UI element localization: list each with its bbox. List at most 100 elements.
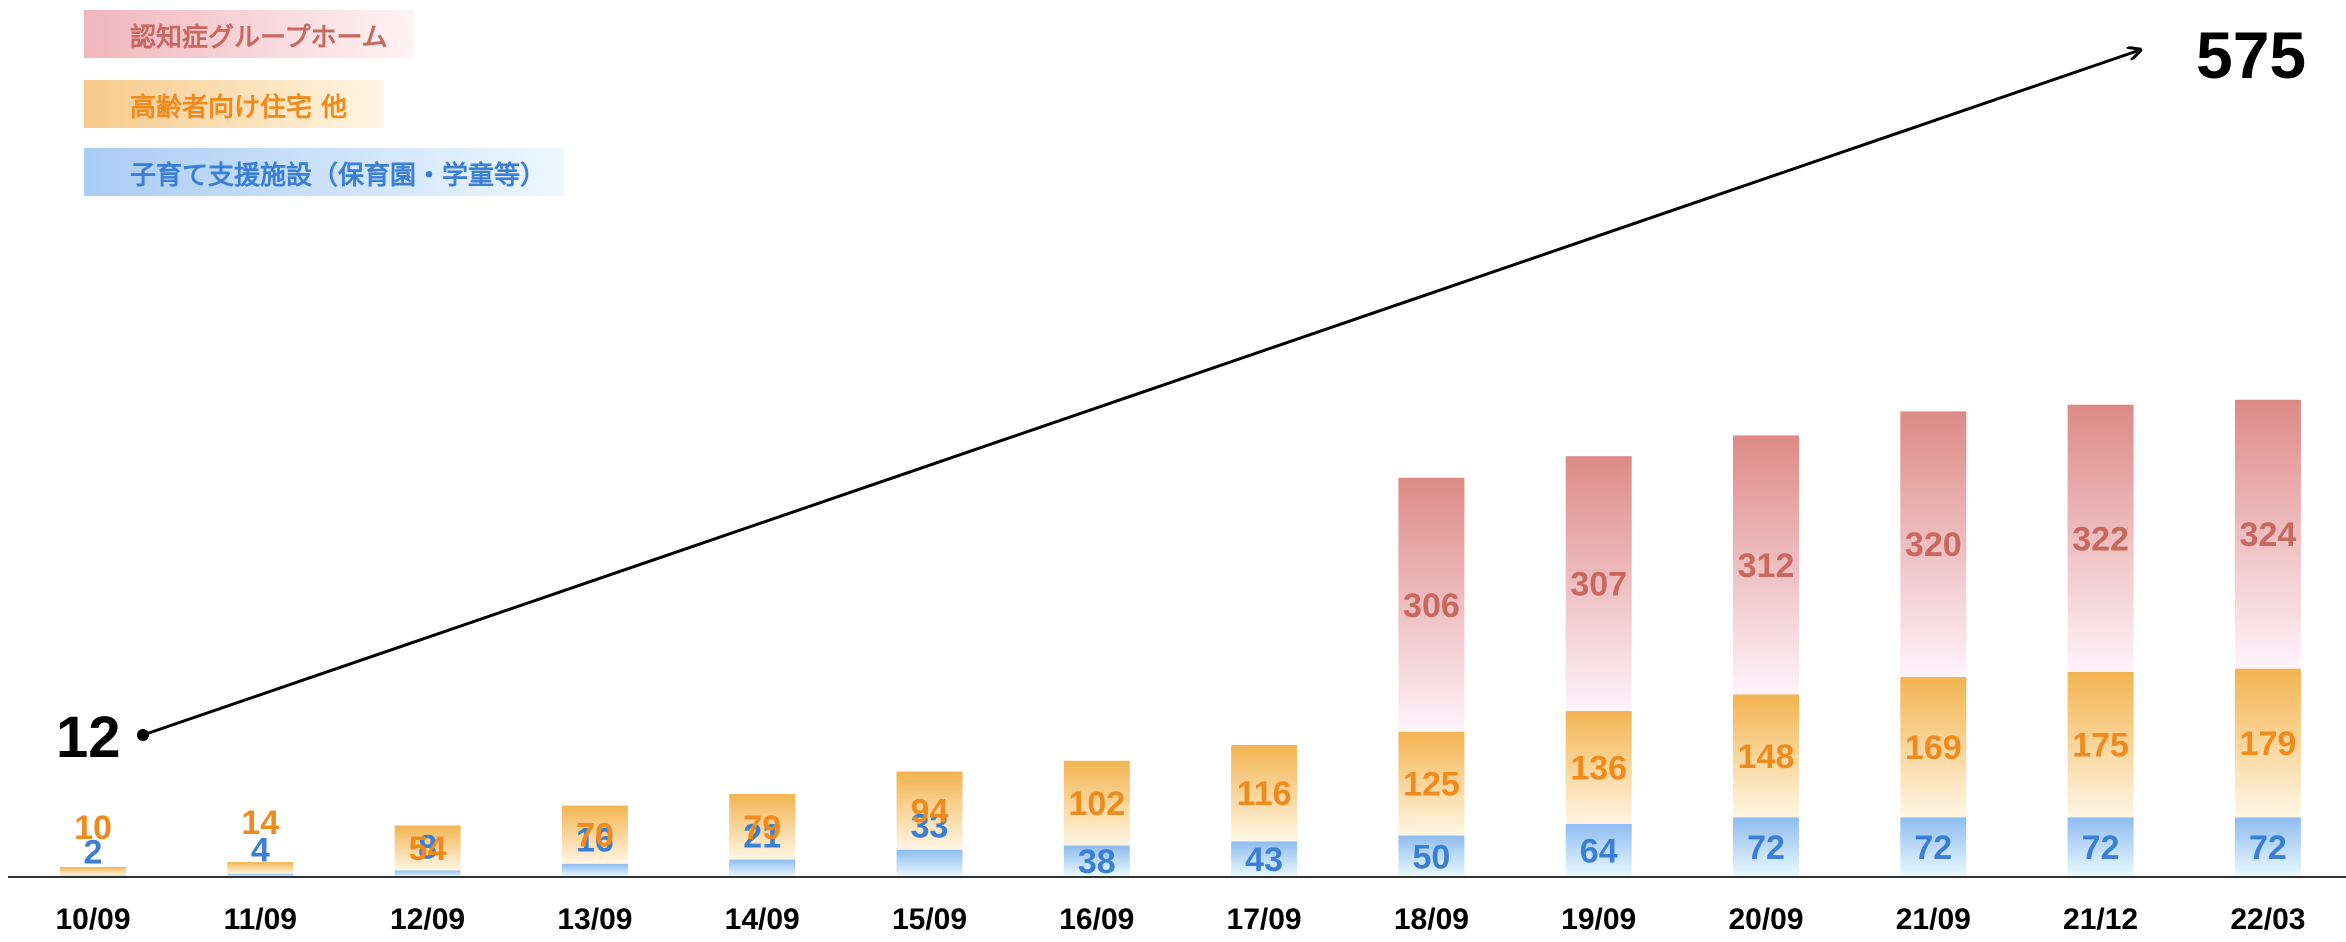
bar-dementia bbox=[2067, 404, 2134, 672]
data-label-childcare: 21 bbox=[743, 818, 781, 856]
bar-childcare bbox=[1398, 835, 1465, 877]
legend-swatch-childcare bbox=[84, 148, 564, 196]
bar-elderly bbox=[60, 867, 126, 876]
data-label-dementia: 306 bbox=[1403, 587, 1460, 625]
bar-childcare bbox=[1733, 817, 1799, 877]
legend-swatch-elderly bbox=[84, 80, 384, 128]
data-label-elderly: 175 bbox=[2072, 727, 2129, 765]
legend-label-elderly: 高齢者向け住宅 他 bbox=[130, 92, 347, 123]
bar-elderly bbox=[729, 794, 796, 860]
legend-item-dementia-group-home: 認知症グループホーム bbox=[84, 10, 414, 58]
data-label-childcare: 72 bbox=[1747, 829, 1785, 867]
bar-childcare bbox=[2234, 817, 2301, 877]
data-label-elderly: 54 bbox=[409, 830, 447, 868]
bar-elderly bbox=[1398, 731, 1465, 836]
x-tick-label: 19/09 bbox=[1561, 903, 1636, 936]
bar-dementia bbox=[1565, 456, 1632, 711]
x-tick-label: 16/09 bbox=[1059, 903, 1134, 936]
x-tick-label: 13/09 bbox=[557, 903, 632, 936]
legend: 認知症グループホーム 高齢者向け住宅 他 子育て支援施設（保育園・学童等） bbox=[84, 10, 564, 196]
trend-arrow bbox=[142, 50, 2140, 737]
data-label-dementia: 307 bbox=[1570, 566, 1627, 604]
data-label-elderly: 10 bbox=[74, 809, 112, 847]
legend-item-childcare: 子育て支援施設（保育園・学童等） bbox=[84, 148, 564, 196]
data-label-elderly: 116 bbox=[1237, 775, 1292, 813]
data-label-childcare: 43 bbox=[1245, 841, 1283, 879]
trend-annotation: 12 575 bbox=[56, 18, 2306, 770]
data-label-elderly: 136 bbox=[1570, 749, 1627, 787]
x-tick-label: 22/03 bbox=[2230, 903, 2305, 936]
bar-elderly bbox=[227, 862, 294, 874]
bar-dementia bbox=[1398, 477, 1465, 732]
data-label-elderly: 169 bbox=[1905, 729, 1962, 767]
x-tick-label: 14/09 bbox=[725, 903, 800, 936]
x-axis-ticks: 10/09 11/09 12/09 13/09 14/09 15/09 16/09 17/09… bbox=[55, 903, 2305, 936]
x-tick-label: 21/12 bbox=[2063, 903, 2138, 936]
bar-childcare bbox=[394, 870, 461, 877]
bar-elderly bbox=[896, 771, 963, 850]
x-tick-label: 21/09 bbox=[1896, 903, 1971, 936]
bars-layer bbox=[60, 399, 2301, 877]
bar-elderly bbox=[2067, 671, 2134, 818]
bar-childcare bbox=[896, 849, 963, 877]
data-label-elderly: 102 bbox=[1068, 785, 1125, 823]
bar-dementia bbox=[1900, 411, 1967, 677]
data-label-elderly: 179 bbox=[2240, 725, 2297, 763]
bar-childcare bbox=[561, 863, 628, 877]
x-tick-label: 11/09 bbox=[224, 903, 297, 936]
data-label-dementia: 320 bbox=[1905, 526, 1962, 564]
bar-elderly bbox=[2234, 668, 2301, 818]
bar-elderly bbox=[1231, 745, 1298, 842]
data-label-childcare: 16 bbox=[576, 822, 614, 860]
x-tick-label: 15/09 bbox=[892, 903, 967, 936]
x-tick-label: 10/09 bbox=[55, 903, 130, 936]
bar-childcare bbox=[227, 873, 294, 877]
data-label-childcare: 50 bbox=[1412, 838, 1450, 876]
data-label-childcare: 72 bbox=[2249, 829, 2287, 867]
data-label-elderly: 148 bbox=[1738, 738, 1795, 776]
data-label-childcare: 38 bbox=[1078, 843, 1116, 881]
bar-elderly bbox=[1733, 694, 1799, 818]
data-label-childcare: 33 bbox=[911, 808, 949, 846]
legend-label-childcare: 子育て支援施設（保育園・学童等） bbox=[130, 160, 546, 191]
x-tick-label: 20/09 bbox=[1728, 903, 1803, 936]
data-label-childcare: 8 bbox=[418, 828, 437, 866]
bar-childcare bbox=[2067, 817, 2134, 877]
data-label-childcare: 72 bbox=[2082, 829, 2120, 867]
legend-swatch-dementia bbox=[84, 10, 414, 58]
bar-elderly bbox=[1900, 676, 1967, 818]
data-label-dementia: 324 bbox=[2240, 516, 2297, 554]
bar-childcare bbox=[1063, 845, 1130, 877]
bar-elderly bbox=[1063, 760, 1130, 846]
bar-elderly bbox=[561, 805, 628, 864]
bar-childcare bbox=[1565, 823, 1632, 877]
data-label-childcare: 4 bbox=[251, 832, 270, 870]
legend-item-elderly-housing: 高齢者向け住宅 他 bbox=[84, 80, 384, 128]
data-label-dementia: 312 bbox=[1738, 547, 1795, 585]
data-label-childcare: 64 bbox=[1580, 832, 1618, 870]
x-tick-label: 17/09 bbox=[1227, 903, 1302, 936]
bar-childcare bbox=[729, 859, 796, 877]
bar-dementia bbox=[2234, 399, 2301, 669]
bar-childcare bbox=[1900, 817, 1967, 877]
end-total-label: 575 bbox=[2196, 18, 2306, 92]
data-label-childcare: 2 bbox=[84, 833, 103, 871]
data-label-elderly: 14 bbox=[241, 804, 279, 842]
x-tick-label: 18/09 bbox=[1394, 903, 1469, 936]
bar-dementia bbox=[1733, 435, 1799, 695]
data-label-elderly: 94 bbox=[911, 793, 949, 831]
data-label-dementia: 322 bbox=[2072, 520, 2129, 558]
x-tick-label: 12/09 bbox=[390, 903, 465, 936]
data-label-elderly: 70 bbox=[576, 817, 614, 855]
bar-elderly bbox=[1565, 711, 1632, 824]
legend-label-dementia: 認知症グループホーム bbox=[130, 22, 388, 53]
bar-elderly bbox=[394, 825, 461, 871]
bar-childcare bbox=[1231, 841, 1298, 877]
start-total-label: 12 bbox=[56, 705, 121, 770]
data-label-elderly: 125 bbox=[1403, 766, 1460, 804]
data-label-elderly: 79 bbox=[743, 809, 781, 847]
data-label-childcare: 72 bbox=[1914, 829, 1952, 867]
